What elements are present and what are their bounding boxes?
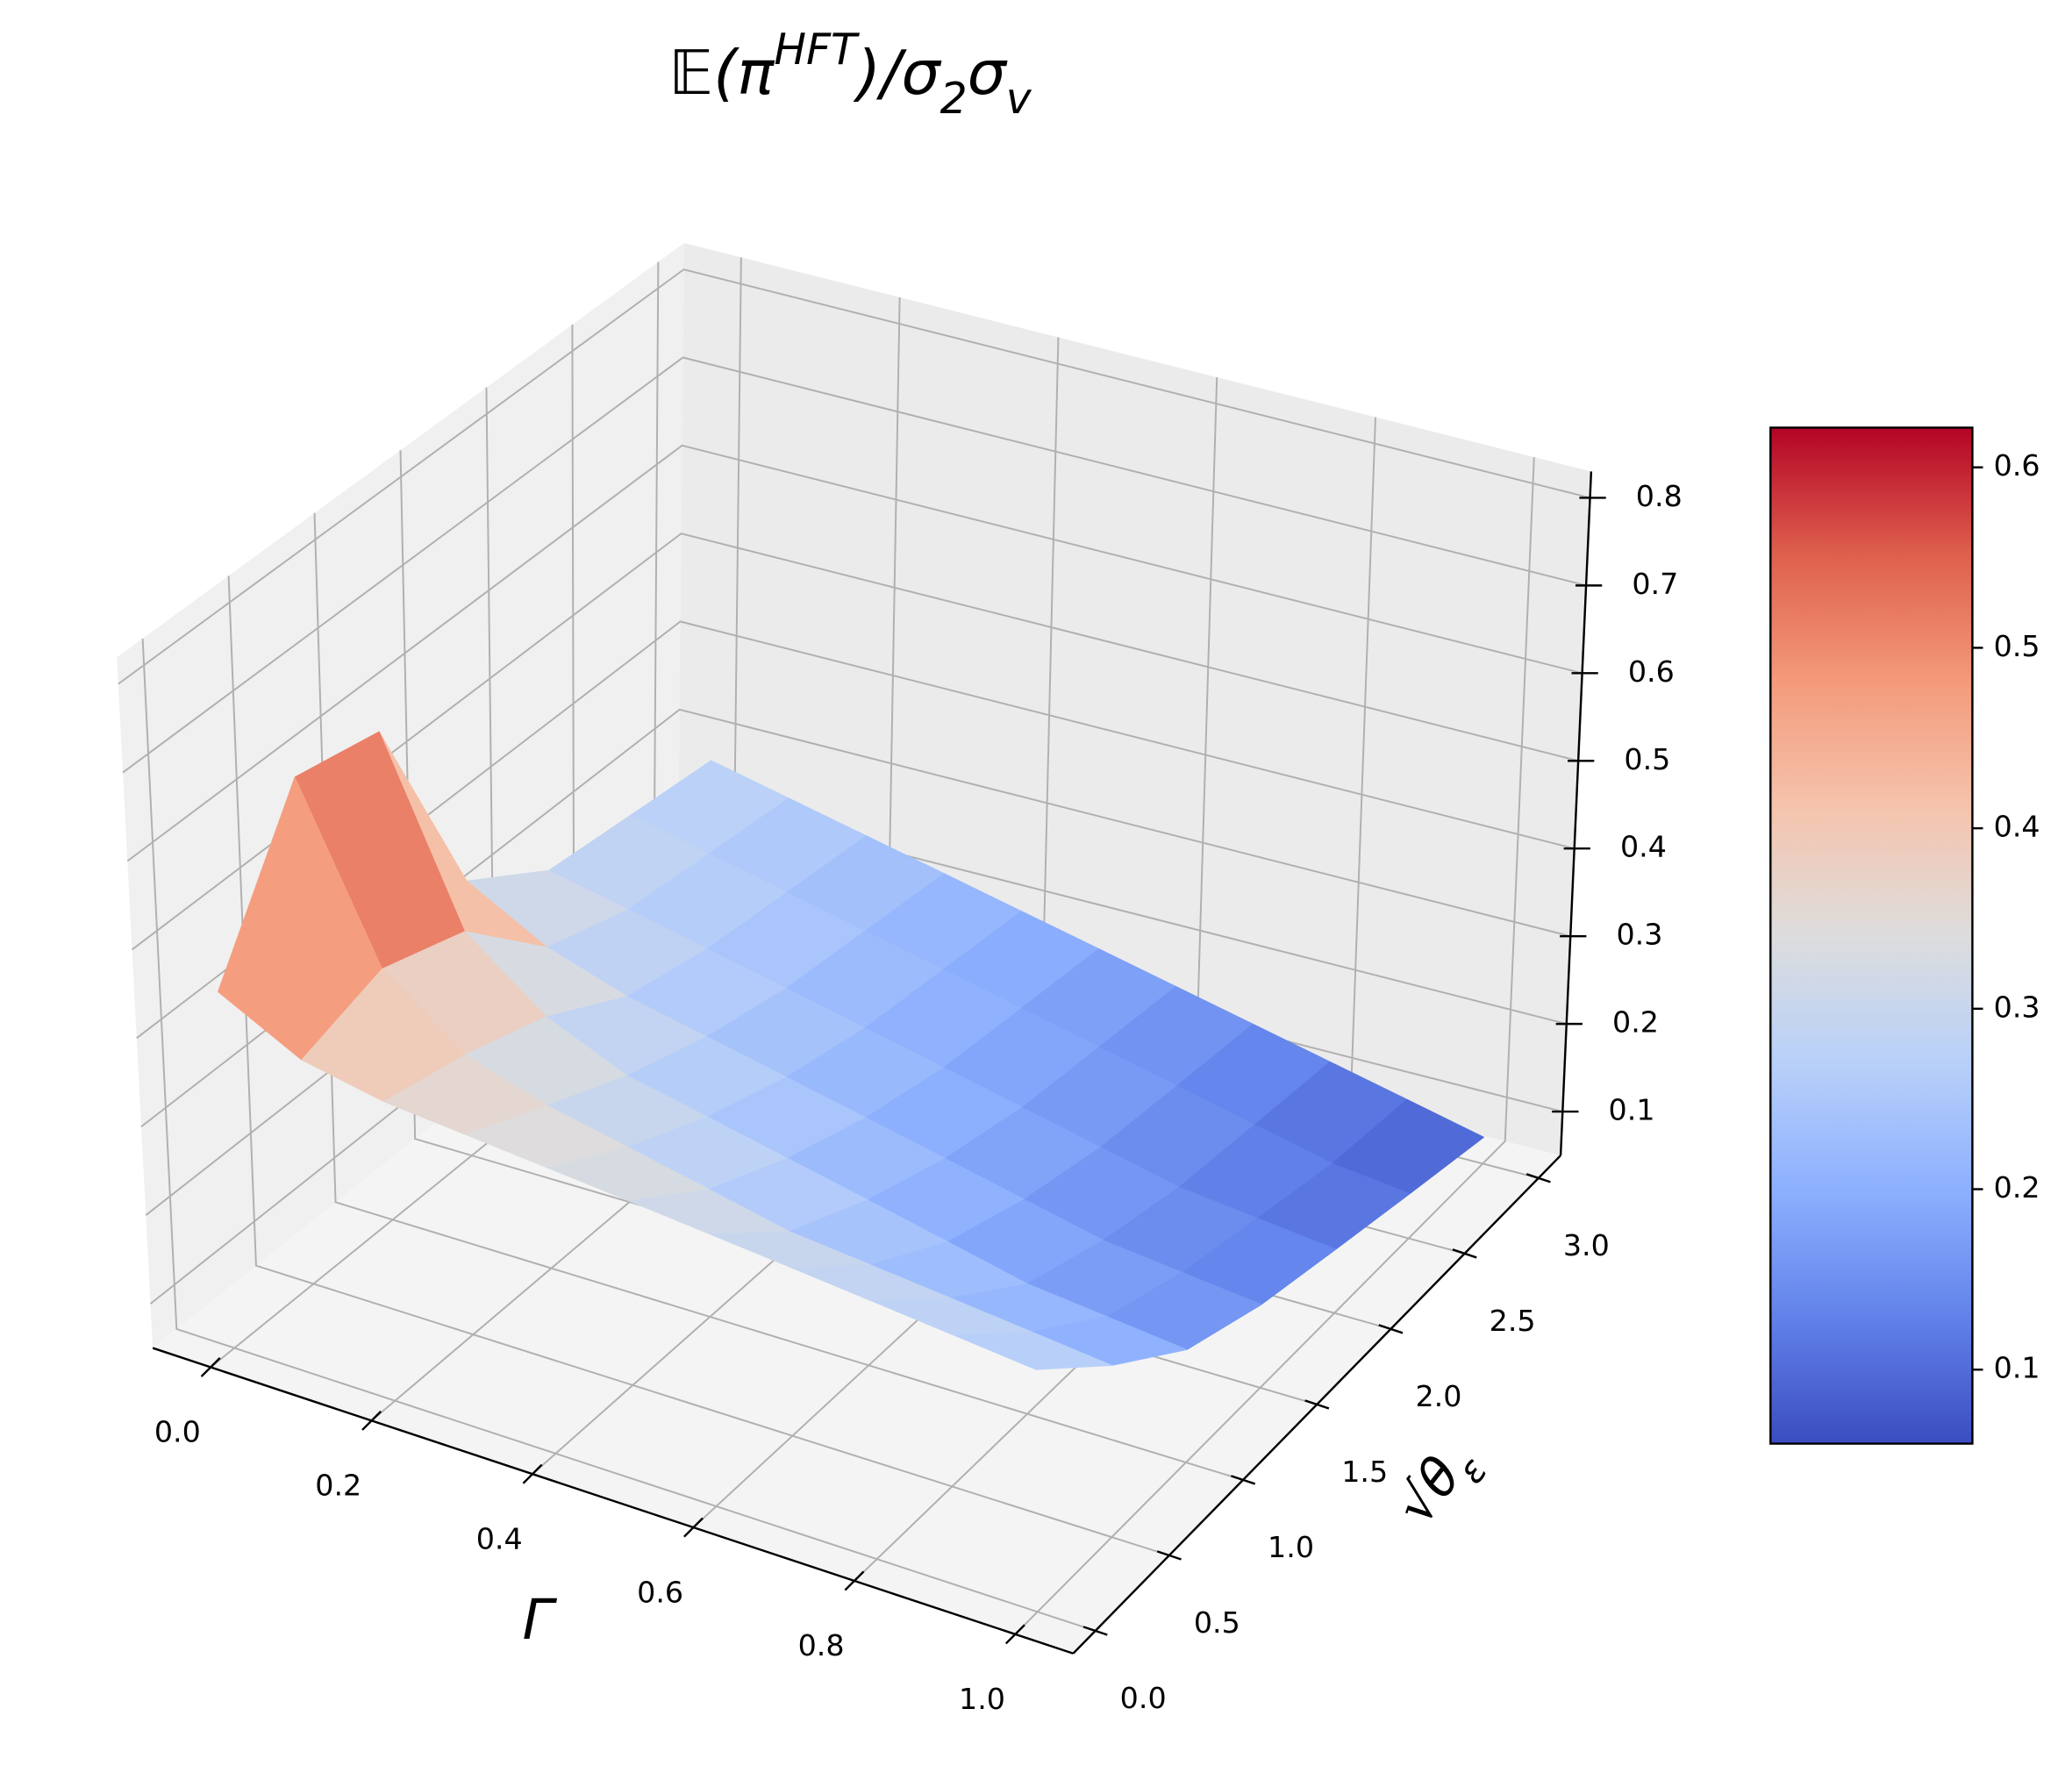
text-part: HFT: [774, 25, 860, 75]
x-tick: [522, 1463, 543, 1484]
x-tick-label: 0.8: [798, 1628, 845, 1662]
z-tick-label: 0.3: [1616, 918, 1662, 952]
z-tick-label: 0.2: [1612, 1005, 1659, 1040]
y-tick: [1378, 1324, 1404, 1334]
colorbar-tick-label: 0.4: [1994, 810, 2040, 844]
x-grid-line: [1014, 456, 1535, 1635]
x-tick: [200, 1357, 221, 1377]
colorbar-tick-label: 0.5: [1994, 629, 2040, 663]
text-part: v: [1006, 75, 1032, 124]
y-grid-line: [313, 512, 1244, 1481]
z-tick-label: 0.4: [1620, 830, 1667, 864]
z-tick-label: 0.8: [1636, 479, 1683, 513]
x-tick: [683, 1517, 704, 1538]
x-tick-label: 0.4: [476, 1521, 523, 1555]
z-grid-line: [118, 268, 1590, 685]
colorbar-tick-label: 0.3: [1994, 990, 2040, 1024]
z-tick-label: 0.7: [1632, 567, 1678, 601]
x-tick-label: 0.2: [315, 1469, 361, 1503]
colorbar-tick-label: 0.6: [1994, 448, 2040, 483]
y-tick-label: 1.5: [1341, 1455, 1388, 1489]
x-tick: [361, 1410, 382, 1431]
x-tick-label: 1.0: [959, 1682, 1005, 1716]
y-grid-line: [141, 638, 1096, 1632]
z-grid-line: [122, 356, 1587, 774]
colorbar: [1769, 426, 1974, 1445]
x-tick-label: 0.6: [637, 1575, 683, 1609]
text-part: 2: [940, 75, 968, 124]
y-tick-label: 0.0: [1120, 1681, 1167, 1715]
y-tick: [1452, 1248, 1477, 1259]
y-tick-label: 1.0: [1268, 1530, 1314, 1564]
y-tick: [1304, 1399, 1330, 1410]
z-grid-line: [126, 444, 1583, 862]
x-tick: [844, 1570, 865, 1591]
z-tick-label: 0.1: [1609, 1093, 1655, 1127]
text-part: σ: [968, 38, 1008, 109]
surface-cell: [954, 1331, 1113, 1370]
y-grid-line: [227, 576, 1170, 1556]
text-part: 𝔼(π: [668, 38, 775, 109]
x-tick: [1004, 1624, 1025, 1645]
y-tick: [1156, 1550, 1182, 1561]
text-part: Γ: [522, 1587, 557, 1652]
colorbar-tick-label: 0.1: [1994, 1351, 2040, 1385]
y-tick: [1231, 1475, 1256, 1485]
xlabel-text: Γ: [522, 1587, 557, 1652]
x-tick-label: 0.0: [154, 1415, 201, 1449]
colorbar-tick-label: 0.2: [1994, 1170, 2040, 1205]
y-tick-label: 3.0: [1563, 1228, 1610, 1262]
y-tick: [1082, 1626, 1108, 1636]
y-tick-label: 0.5: [1194, 1605, 1240, 1640]
y-tick: [1525, 1173, 1551, 1183]
text-part: )/σ: [853, 38, 942, 109]
y-tick-label: 2.5: [1490, 1304, 1536, 1338]
y-tick-label: 2.0: [1415, 1379, 1461, 1413]
z-tick-label: 0.5: [1624, 742, 1670, 776]
x-axis-line: [152, 1347, 1074, 1655]
title-text: 𝔼(πHFT)/σ2σv: [668, 25, 1032, 124]
z-tick-label: 0.6: [1628, 654, 1675, 689]
